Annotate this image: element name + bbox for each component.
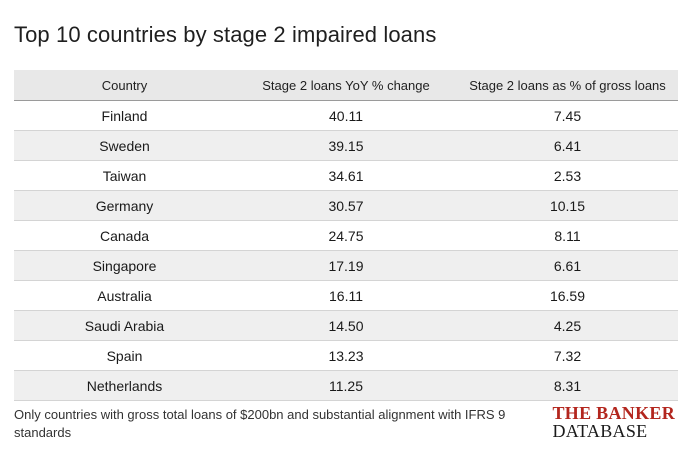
cell-country: Germany	[14, 190, 235, 221]
page-title: Top 10 countries by stage 2 impaired loa…	[14, 22, 437, 47]
cell-pct-gross: 8.11	[457, 220, 678, 251]
cell-pct-gross: 16.59	[457, 280, 678, 311]
cell-country: Saudi Arabia	[14, 310, 235, 341]
cell-yoy-change: 39.15	[235, 130, 457, 161]
cell-yoy-change: 17.19	[235, 250, 457, 281]
footnote: Only countries with gross total loans of…	[14, 407, 506, 440]
cell-country: Finland	[14, 100, 235, 131]
cell-yoy-change: 14.50	[235, 310, 457, 341]
cell-country: Netherlands	[14, 370, 235, 401]
data-table-container: Country Stage 2 loans YoY % change Stage…	[14, 70, 678, 401]
cell-country: Australia	[14, 280, 235, 311]
cell-yoy-change: 13.23	[235, 340, 457, 371]
the-banker-database-logo: THE BANKER DATABASE	[552, 404, 675, 440]
table-row: Finland 40.11 7.45	[14, 100, 678, 131]
cell-pct-gross: 10.15	[457, 190, 678, 221]
logo-line-2: DATABASE	[552, 421, 648, 441]
table-row: Netherlands 11.25 8.31	[14, 370, 678, 401]
cell-yoy-change: 34.61	[235, 160, 457, 191]
cell-pct-gross: 7.45	[457, 100, 678, 131]
cell-pct-gross: 7.32	[457, 340, 678, 371]
data-table: Country Stage 2 loans YoY % change Stage…	[14, 70, 678, 401]
header-pct-gross: Stage 2 loans as % of gross loans	[457, 70, 678, 101]
cell-pct-gross: 6.61	[457, 250, 678, 281]
cell-yoy-change: 30.57	[235, 190, 457, 221]
cell-yoy-change: 11.25	[235, 370, 457, 401]
table-row: Australia 16.11 16.59	[14, 280, 678, 311]
table-row: Taiwan 34.61 2.53	[14, 160, 678, 191]
table-row: Spain 13.23 7.32	[14, 340, 678, 371]
cell-pct-gross: 8.31	[457, 370, 678, 401]
table-row: Singapore 17.19 6.61	[14, 250, 678, 281]
cell-pct-gross: 4.25	[457, 310, 678, 341]
cell-country: Singapore	[14, 250, 235, 281]
cell-pct-gross: 2.53	[457, 160, 678, 191]
cell-pct-gross: 6.41	[457, 130, 678, 161]
cell-yoy-change: 24.75	[235, 220, 457, 251]
cell-country: Taiwan	[14, 160, 235, 191]
table-row: Canada 24.75 8.11	[14, 220, 678, 251]
cell-country: Spain	[14, 340, 235, 371]
table-row: Sweden 39.15 6.41	[14, 130, 678, 161]
cell-yoy-change: 40.11	[235, 100, 457, 131]
header-row: Country Stage 2 loans YoY % change Stage…	[14, 70, 678, 101]
cell-yoy-change: 16.11	[235, 280, 457, 311]
header-yoy-change: Stage 2 loans YoY % change	[235, 70, 457, 101]
logo-line-1: THE BANKER	[552, 403, 675, 423]
table-header: Country Stage 2 loans YoY % change Stage…	[14, 70, 678, 101]
cell-country: Sweden	[14, 130, 235, 161]
table-row: Germany 30.57 10.15	[14, 190, 678, 221]
header-country: Country	[14, 70, 235, 101]
table-row: Saudi Arabia 14.50 4.25	[14, 310, 678, 341]
cell-country: Canada	[14, 220, 235, 251]
table-body: Finland 40.11 7.45 Sweden 39.15 6.41 Tai…	[14, 100, 678, 401]
